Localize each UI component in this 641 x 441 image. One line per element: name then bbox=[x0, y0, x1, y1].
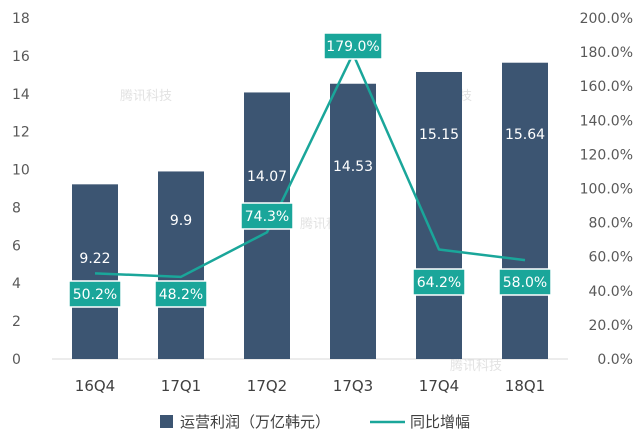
yoy-value-label: 64.2% bbox=[417, 275, 461, 291]
left-axis-tick: 10 bbox=[12, 163, 30, 179]
right-axis-tick: 80.0% bbox=[589, 216, 633, 232]
yoy-label-box bbox=[323, 32, 383, 60]
legend: 运营利润（万亿韩元） 同比增幅 bbox=[160, 413, 470, 431]
watermark-text: 腾讯科技 bbox=[450, 358, 502, 374]
right-axis-tick: 60.0% bbox=[589, 250, 633, 266]
bar-value-label: 9.9 bbox=[170, 213, 192, 229]
left-axis-tick: 12 bbox=[12, 125, 30, 141]
line-series bbox=[94, 52, 526, 279]
watermark-text: 腾讯科技 bbox=[120, 88, 172, 104]
bar-value-label: 15.15 bbox=[419, 127, 459, 143]
yoy-value-label: 74.3% bbox=[245, 209, 289, 225]
right-axis-tick: 40.0% bbox=[589, 284, 633, 300]
bars bbox=[72, 62, 548, 360]
bar-labels: 9.22 9.9 14.07 14.53 15.15 15.64 bbox=[79, 127, 545, 267]
yoy-value-label: 58.0% bbox=[503, 275, 547, 291]
left-axis-tick: 0 bbox=[12, 352, 21, 368]
left-axis-tick: 2 bbox=[12, 314, 21, 330]
right-axis-tick: 100.0% bbox=[580, 182, 633, 198]
category-labels: 16Q4 17Q1 17Q2 17Q3 17Q4 18Q1 bbox=[75, 377, 545, 395]
bar-value-label: 14.07 bbox=[247, 169, 287, 185]
yoy-value-label: 179.0% bbox=[326, 39, 379, 55]
legend-line-label: 同比增幅 bbox=[410, 413, 470, 431]
right-axis-tick: 140.0% bbox=[580, 113, 633, 129]
yoy-label-box bbox=[240, 202, 294, 230]
bar-value-label: 14.53 bbox=[333, 159, 373, 175]
legend-bar-swatch bbox=[160, 415, 173, 428]
yoy-label-box bbox=[154, 280, 208, 308]
left-axis-tick: 6 bbox=[12, 238, 21, 254]
bar-17Q1 bbox=[158, 171, 204, 359]
category-label: 17Q3 bbox=[333, 377, 373, 395]
category-label: 17Q2 bbox=[247, 377, 287, 395]
right-axis-tick: 0.0% bbox=[597, 352, 633, 368]
left-axis-tick: 18 bbox=[12, 11, 30, 27]
yoy-value-label: 48.2% bbox=[159, 287, 203, 303]
category-label: 17Q1 bbox=[161, 377, 201, 395]
bar-value-label: 9.22 bbox=[79, 251, 110, 267]
left-axis-tick: 16 bbox=[12, 49, 30, 65]
yoy-value-label: 50.2% bbox=[73, 287, 117, 303]
category-label: 17Q4 bbox=[419, 377, 459, 395]
bar-value-label: 15.64 bbox=[505, 127, 545, 143]
right-axis-tick: 200.0% bbox=[580, 11, 633, 27]
category-label: 16Q4 bbox=[75, 377, 115, 395]
category-label: 18Q1 bbox=[505, 377, 545, 395]
bar-16Q4 bbox=[72, 184, 118, 359]
right-axis-tick: 160.0% bbox=[580, 79, 633, 95]
yoy-growth-line bbox=[94, 52, 526, 279]
left-axis-tick: 14 bbox=[12, 87, 30, 103]
bar-18Q1 bbox=[502, 62, 548, 359]
yoy-label-box bbox=[498, 268, 552, 296]
yoy-label-box bbox=[412, 268, 466, 296]
bar-17Q3 bbox=[330, 83, 376, 360]
right-axis-tick: 180.0% bbox=[580, 45, 633, 61]
line-labels: 50.2% 48.2% 74.3% 179.0% 64.2% 58.0% bbox=[68, 32, 552, 308]
right-axis: 0.0% 20.0% 40.0% 60.0% 80.0% 100.0% 120.0% 140.… bbox=[580, 11, 633, 368]
right-axis-tick: 20.0% bbox=[589, 318, 633, 334]
right-axis-tick: 120.0% bbox=[580, 147, 633, 163]
left-axis-tick: 8 bbox=[12, 200, 21, 216]
yoy-label-box bbox=[68, 280, 122, 308]
left-axis-tick: 4 bbox=[12, 276, 21, 292]
left-axis: 0 2 4 6 8 10 12 14 16 18 bbox=[12, 11, 30, 368]
legend-bar-label: 运营利润（万亿韩元） bbox=[180, 413, 330, 431]
